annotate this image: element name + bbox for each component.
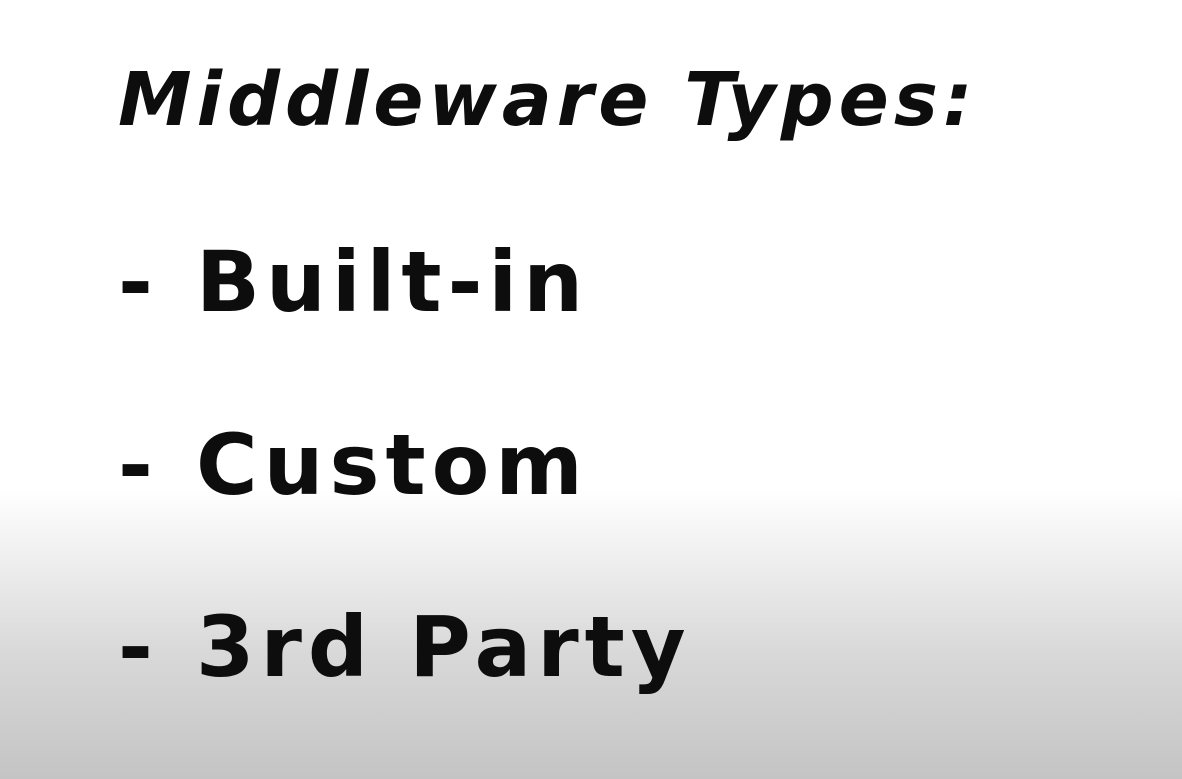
- slide-title: Middleware Types:: [118, 57, 978, 143]
- list-item-3rd-party: -3rd Party: [118, 597, 692, 697]
- list-item-custom: - Custom: [118, 415, 589, 515]
- list-item-label: Custom: [196, 416, 589, 514]
- list-item-label: Built-in: [196, 233, 590, 331]
- list-item-built-in: - Built-in: [118, 232, 589, 332]
- list-bullet: -: [118, 416, 159, 514]
- list-bullet: -: [118, 233, 159, 331]
- list-bullet: -: [118, 598, 159, 696]
- list-item-label: 3rd Party: [196, 598, 692, 696]
